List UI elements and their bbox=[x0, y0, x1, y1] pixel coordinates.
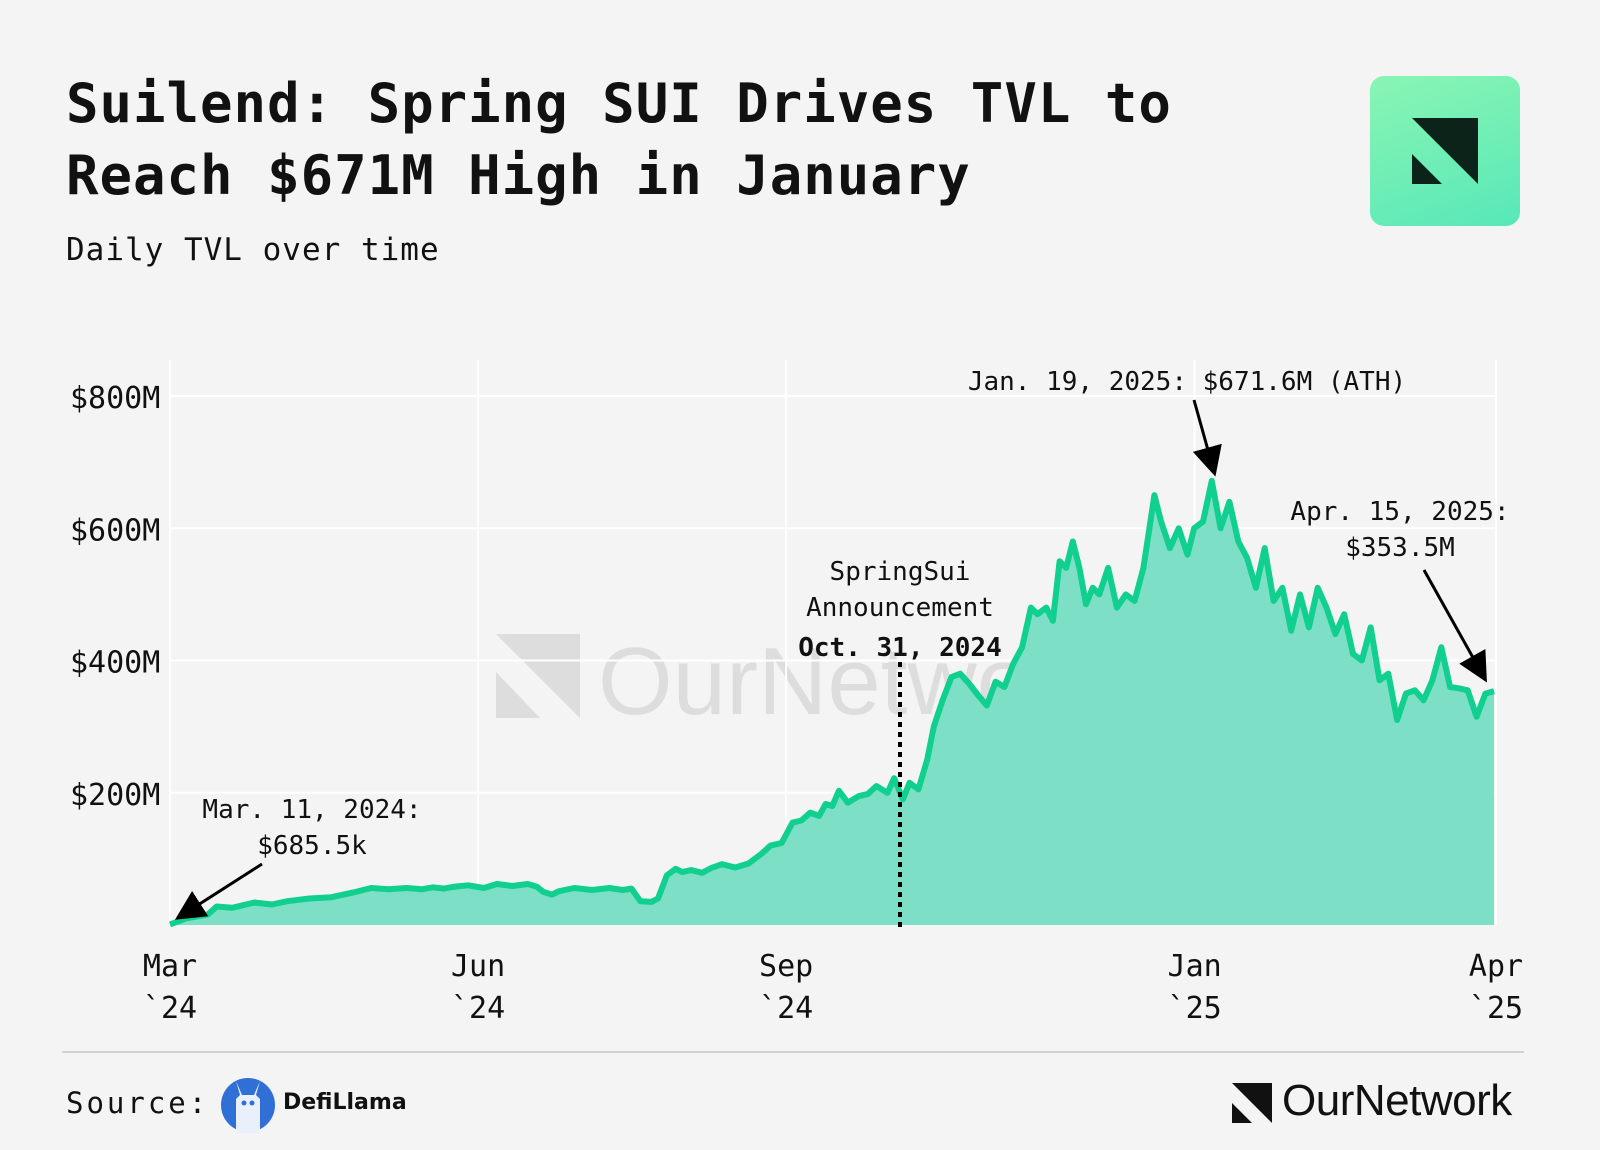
annotation-start-arrow bbox=[174, 862, 263, 920]
y-tick-label: $200M bbox=[70, 778, 160, 813]
y-tick-label: $600M bbox=[70, 513, 160, 548]
chart-subtitle: Daily TVL over time bbox=[66, 232, 440, 268]
announcement-date: Oct. 31, 2024 bbox=[798, 633, 1002, 663]
x-tick-label: Mar bbox=[143, 949, 197, 984]
footer-divider bbox=[62, 1051, 1524, 1053]
y-tick-label: $800M bbox=[70, 381, 160, 416]
x-axis: Mar `24 Jun `24 Sep `24 Jan `25 Apr `25 bbox=[143, 949, 1523, 1026]
source-name: DefiLlama bbox=[283, 1090, 407, 1115]
x-tick-label-year: `24 bbox=[143, 991, 197, 1026]
title-rest: Spring SUI Drives TVL to Reach $671M Hig… bbox=[66, 72, 1172, 207]
y-tick-label: $400M bbox=[70, 646, 160, 681]
title-prefix: Suilend: bbox=[66, 72, 335, 135]
tvl-area bbox=[170, 480, 1494, 925]
x-tick-label-year: `25 bbox=[1469, 991, 1523, 1026]
defillama-icon bbox=[221, 1078, 275, 1133]
x-tick-label-year: `24 bbox=[759, 991, 813, 1026]
annotation-start-value: $685.5k bbox=[257, 831, 367, 861]
x-tick-label: Jun bbox=[451, 949, 505, 984]
annotation-end-value: $353.5M bbox=[1345, 533, 1455, 563]
annotation-peak-label: Jan. 19, 2025: $671.6M (ATH) bbox=[968, 367, 1406, 397]
brand-name: OurNetwork bbox=[1282, 1076, 1512, 1125]
ournetwork-logo-badge bbox=[1370, 76, 1520, 226]
y-axis: $200M $400M $600M $800M bbox=[70, 381, 160, 813]
announcement-label-1: SpringSui bbox=[830, 557, 971, 587]
x-tick-label-year: `24 bbox=[451, 991, 505, 1026]
tvl-line bbox=[168, 477, 1495, 928]
announcement-label-2: Announcement bbox=[806, 593, 994, 623]
tvl-chart: OurNetwork $200M$400M$600M$800M Mar`24Ju… bbox=[70, 360, 1523, 1026]
annotation-peak-arrow bbox=[1192, 399, 1222, 477]
x-tick-label-year: `25 bbox=[1168, 991, 1222, 1026]
x-tick-label: Sep bbox=[759, 949, 813, 984]
chart-title: Suilend: Spring SUI Drives TVL to Reach … bbox=[66, 68, 1316, 212]
annotations: Mar. 11, 2024: $685.5k Jan. 19, 2025: $671… bbox=[174, 367, 1510, 930]
ournetwork-brand-icon bbox=[1232, 1083, 1272, 1123]
series-area bbox=[168, 477, 1495, 928]
source-label: Source: bbox=[66, 1086, 210, 1120]
annotation-end-arrow bbox=[1422, 569, 1487, 683]
annotation-start-date: Mar. 11, 2024: bbox=[202, 795, 421, 825]
x-tick-label: Jan bbox=[1168, 949, 1222, 984]
x-tick-label: Apr bbox=[1469, 949, 1523, 984]
annotation-end-date: Apr. 15, 2025: bbox=[1290, 497, 1509, 527]
ournetwork-logo-icon bbox=[1412, 118, 1478, 184]
